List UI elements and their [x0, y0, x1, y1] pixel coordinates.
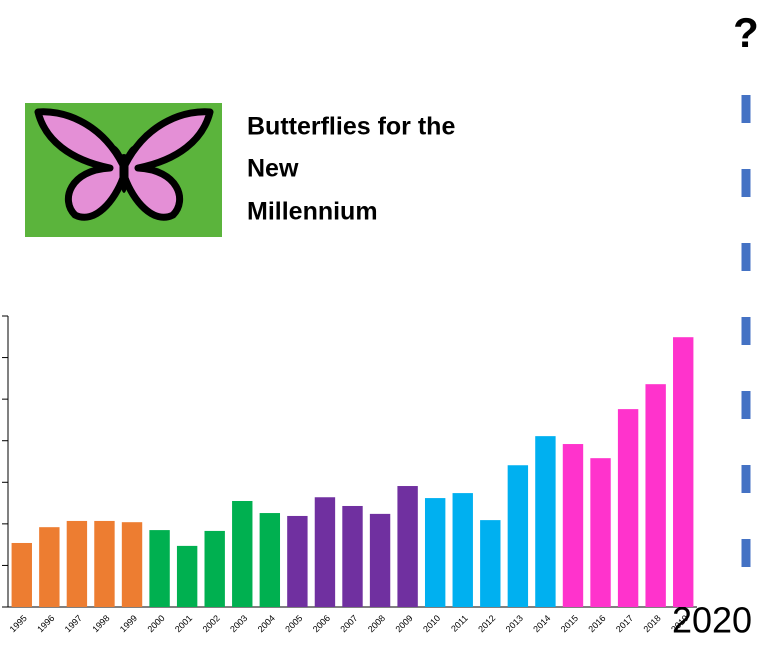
bar [562, 444, 584, 607]
bar [287, 515, 308, 607]
bar [11, 542, 32, 607]
logo [25, 103, 222, 237]
bar [645, 384, 666, 607]
x-tick-label: 2000 [145, 613, 166, 634]
x-tick-label: 2006 [311, 613, 332, 634]
bar [424, 498, 446, 607]
bar [673, 337, 694, 607]
x-tick-label: 2018 [642, 613, 663, 634]
title-line: Butterflies for the [247, 113, 455, 141]
title-line: Millennium [247, 198, 378, 226]
bar [452, 493, 473, 607]
bar [397, 486, 418, 607]
x-tick-label: 1997 [63, 613, 84, 634]
bar [232, 500, 253, 607]
bar [176, 545, 198, 607]
x-tick-label: 1995 [8, 613, 29, 634]
x-tick-label: 2015 [559, 613, 580, 634]
title-line: New [247, 155, 299, 183]
bar [204, 530, 225, 607]
bar [535, 436, 556, 607]
x-tick-label: 1999 [118, 613, 139, 634]
x-tick-label: 2001 [173, 613, 194, 634]
bar [314, 497, 336, 607]
x-tick-label: 2011 [449, 613, 470, 634]
bar [480, 520, 501, 607]
bar [617, 409, 639, 607]
bar [66, 520, 88, 607]
x-tick-label: 2004 [256, 613, 277, 634]
x-tick-label: 2005 [283, 613, 304, 634]
x-tick-label: 2009 [393, 613, 414, 634]
x-tick-label: 2012 [476, 613, 497, 634]
x-tick-label: 2007 [338, 613, 359, 634]
x-tick-label: 2013 [504, 613, 525, 634]
bar [94, 520, 115, 607]
x-tick-label: 2008 [366, 613, 387, 634]
x-tick-label: 2017 [614, 613, 635, 634]
bar [590, 458, 611, 607]
x-tick-label: 2003 [228, 613, 249, 634]
bar [149, 530, 170, 607]
x-tick-label: 2014 [531, 613, 552, 634]
bar [259, 513, 281, 607]
x-tick-label: 2010 [421, 613, 442, 634]
bar [369, 513, 391, 607]
bar [121, 522, 143, 607]
bar [342, 505, 363, 607]
bar [39, 527, 60, 607]
bar [507, 465, 529, 607]
x-tick-label: 2002 [201, 613, 222, 634]
x-tick-label: 1996 [35, 613, 56, 634]
x-tick-label: 2016 [586, 613, 607, 634]
x-tick-label: 1998 [90, 613, 111, 634]
question-mark: ? [733, 9, 759, 56]
